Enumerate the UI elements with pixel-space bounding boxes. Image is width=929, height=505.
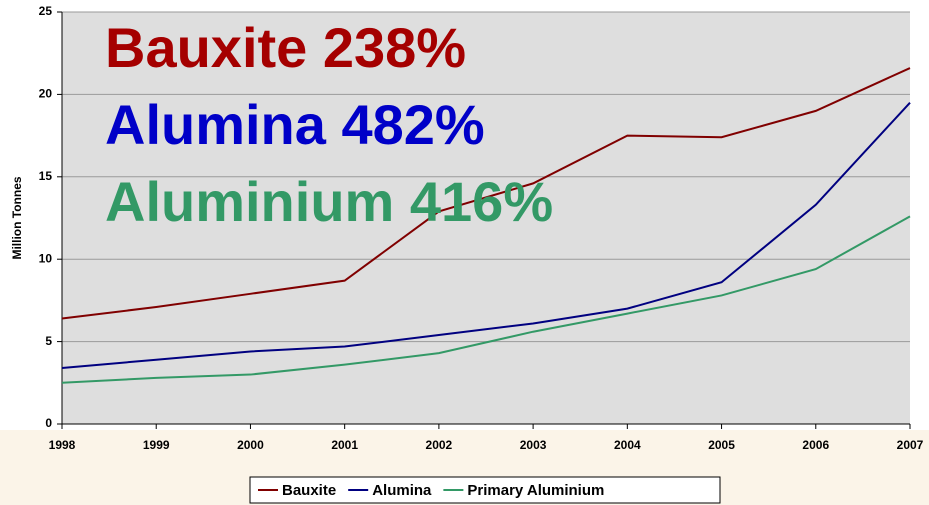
legend-box	[249, 476, 721, 504]
y-tick-label: 20	[39, 87, 53, 101]
x-tick-label: 2005	[708, 438, 735, 452]
y-tick-label: 15	[39, 169, 53, 183]
legend-label: Alumina	[372, 482, 432, 499]
x-tick-label: 2003	[520, 438, 547, 452]
series-line	[61, 101, 911, 369]
x-tick-label: 2001	[331, 438, 358, 452]
series-line	[61, 67, 911, 320]
legend-label: Bauxite	[282, 482, 336, 499]
annotation: Aluminium 416%	[105, 170, 553, 233]
x-tick-label: 1999	[143, 438, 170, 452]
y-tick-label: 25	[39, 4, 53, 18]
y-axis-label: Million Tonnes	[10, 176, 24, 259]
x-tick-label: 2000	[237, 438, 264, 452]
x-tick-label: 2007	[897, 438, 924, 452]
annotation: Bauxite 238%	[105, 16, 466, 79]
x-tick-label: 2006	[802, 438, 829, 452]
x-tick-label: 1998	[49, 438, 76, 452]
y-tick-label: 10	[39, 251, 53, 265]
series-line	[61, 215, 911, 384]
legend-label: Primary Aluminium	[467, 482, 604, 499]
x-tick-label: 2002	[426, 438, 453, 452]
annotation: Alumina 482%	[105, 93, 485, 156]
y-tick-label: 5	[45, 334, 52, 348]
x-tick-label: 2004	[614, 438, 641, 452]
y-tick-label: 0	[45, 416, 52, 430]
